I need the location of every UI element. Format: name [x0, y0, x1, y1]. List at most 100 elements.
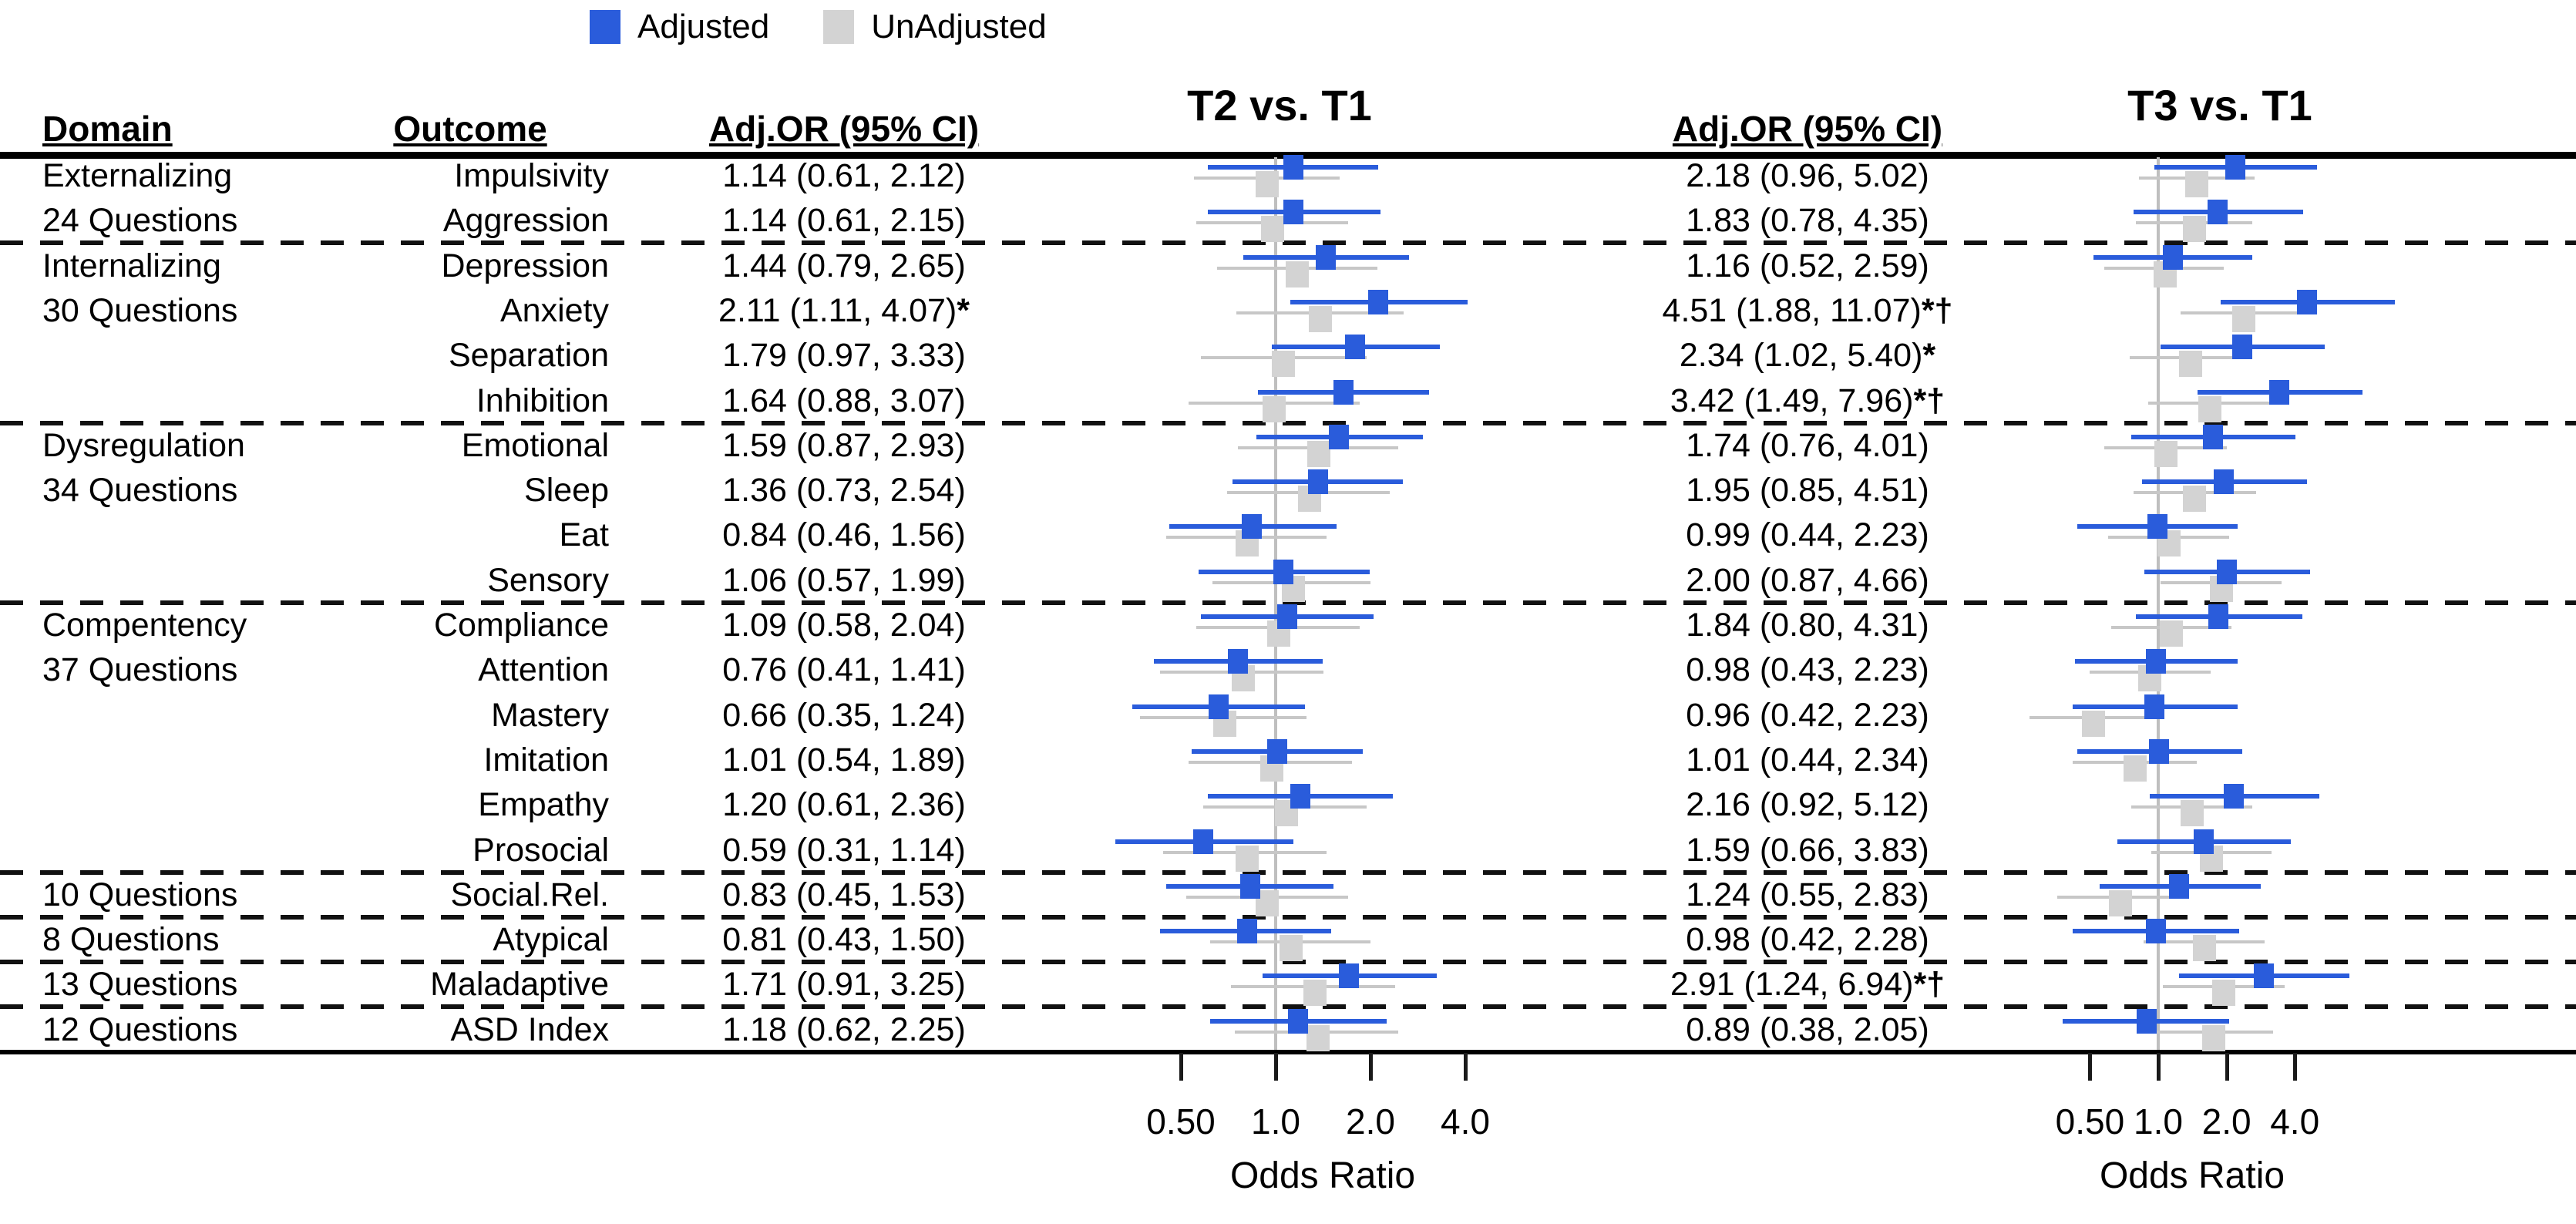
unadjusted-marker — [1309, 305, 1333, 332]
unadjusted-marker — [1306, 1024, 1330, 1051]
unadjusted-marker — [2123, 755, 2147, 782]
axis-tick — [1464, 1053, 1468, 1081]
row-outcome-label: Imitation — [483, 741, 609, 778]
axis-title: Odds Ratio — [1229, 1155, 1416, 1196]
axis-tick-label: 4.0 — [2270, 1101, 2320, 1142]
panel-t2-title: T2 vs. T1 — [1187, 81, 1372, 129]
axis-title: Odds Ratio — [2099, 1155, 2285, 1196]
unadjusted-marker — [1280, 935, 1303, 962]
adjusted-marker — [2149, 738, 2170, 764]
adjusted-marker — [2194, 829, 2214, 854]
reference-line-or-1 — [1274, 157, 1277, 1050]
row-or-ci-value: 1.74 (0.76, 4.01) — [1686, 426, 1929, 464]
row-or-ci-value: 1.14 (0.61, 2.12) — [722, 157, 966, 194]
unadjusted-marker — [2185, 171, 2209, 197]
unadjusted-marker — [1235, 845, 1259, 872]
row-outcome-label: Inhibition — [476, 382, 609, 419]
group-separator — [0, 600, 2576, 605]
adjusted-marker — [1283, 155, 1304, 180]
row-or-ci-value: 1.06 (0.57, 1.99) — [722, 561, 966, 599]
row-outcome-label: Atypical — [493, 921, 609, 959]
row-or-ci-value: 1.59 (0.66, 3.83) — [1686, 831, 1929, 869]
unadjusted-legend-label: UnAdjusted — [871, 8, 1047, 45]
unadjusted-marker — [2232, 305, 2256, 332]
adjusted-marker — [1290, 784, 1311, 809]
unadjusted-marker — [2183, 486, 2207, 513]
adjusted-marker — [2202, 424, 2223, 449]
adjusted-marker — [1329, 424, 1350, 449]
row-or-ci-value: 2.34 (1.02, 5.40)* — [1679, 337, 1936, 375]
row-outcome-label: Maladaptive — [430, 966, 609, 1004]
row-or-ci-value: 1.95 (0.85, 4.51) — [1686, 472, 1929, 509]
row-or-ci-value: 1.59 (0.87, 2.93) — [722, 426, 966, 464]
adjusted-marker — [1367, 289, 1388, 314]
row-outcome-label: Separation — [449, 337, 609, 375]
unadjusted-marker — [1285, 261, 1309, 288]
significance-mark: * — [957, 291, 970, 329]
row-or-ci-value: 0.96 (0.42, 2.23) — [1686, 696, 1929, 734]
row-or-ci-value: 2.18 (0.96, 5.02) — [1686, 157, 1929, 194]
row-or-ci-value: 0.98 (0.42, 2.28) — [1686, 921, 1929, 959]
adjusted-marker — [2214, 469, 2235, 495]
unadjusted-marker — [2154, 440, 2177, 467]
row-or-ci-value: 1.71 (0.91, 3.25) — [722, 966, 966, 1004]
row-outcome-label: Attention — [478, 651, 609, 689]
adjusted-marker — [2146, 649, 2167, 674]
axis-tick-label: 1.0 — [1251, 1101, 1300, 1142]
row-outcome-label: Anxiety — [499, 291, 609, 329]
adjusted-marker — [2144, 694, 2164, 719]
row-or-ci-value: 0.89 (0.38, 2.05) — [1686, 1010, 1929, 1048]
adjusted-marker — [2231, 335, 2252, 360]
row-or-ci-value: 0.98 (0.43, 2.23) — [1686, 651, 1929, 689]
adjusted-marker — [1209, 694, 1229, 719]
unadjusted-marker — [1256, 171, 1280, 197]
unadjusted-marker — [1263, 395, 1286, 422]
row-or-ci-value: 0.59 (0.31, 1.14) — [722, 831, 966, 869]
row-or-ci-value: 2.91 (1.24, 6.94)*† — [1670, 966, 1945, 1004]
axis-tick-label: 2.0 — [1346, 1101, 1395, 1142]
adjusted-marker — [1236, 919, 1257, 944]
significance-mark: *† — [1913, 382, 1945, 419]
axis-tick — [2293, 1053, 2298, 1081]
adjusted-marker — [2269, 379, 2290, 405]
axis-tick — [2225, 1053, 2229, 1081]
group-separator — [0, 960, 2576, 965]
unadjusted-marker — [2108, 889, 2132, 916]
adjusted-marker — [1277, 604, 1298, 629]
adjusted-marker — [2162, 244, 2183, 270]
row-or-ci-value: 1.24 (0.55, 2.83) — [1686, 876, 1929, 913]
axis-tick — [1179, 1053, 1183, 1081]
row-domain-label: Externalizing — [42, 157, 233, 194]
adjusted-marker — [1228, 649, 1249, 674]
adjusted-marker — [2296, 289, 2317, 314]
unadjusted-marker — [2201, 1024, 2225, 1051]
row-or-ci-value: 2.00 (0.87, 4.66) — [1686, 561, 1929, 599]
group-separator — [0, 420, 2576, 425]
domain-column-header: Domain — [42, 109, 173, 149]
unadjusted-marker — [2212, 980, 2236, 1007]
adjusted-marker — [2169, 873, 2190, 899]
unadjusted-marker — [1261, 216, 1285, 243]
adjusted-marker — [1239, 873, 1260, 899]
row-or-ci-value: 2.11 (1.11, 4.07)* — [718, 291, 970, 329]
row-domain-label: 8 Questions — [42, 921, 220, 959]
row-outcome-label: ASD Index — [450, 1010, 609, 1048]
row-or-ci-value: 1.83 (0.78, 4.35) — [1686, 202, 1929, 240]
row-domain-label: 37 Questions — [42, 651, 238, 689]
row-outcome-label: Sensory — [487, 561, 609, 599]
unadjusted-marker — [2159, 620, 2183, 647]
axis-tick — [2088, 1053, 2093, 1081]
row-or-ci-value: 1.44 (0.79, 2.65) — [722, 247, 966, 284]
row-outcome-label: Depression — [441, 247, 610, 284]
row-or-ci-value: 1.79 (0.97, 3.33) — [722, 337, 966, 375]
row-or-ci-value: 1.36 (0.73, 2.54) — [722, 472, 966, 509]
adj-or-t3-column-header: Adj.OR (95% CI) — [1672, 109, 1943, 149]
adjusted-marker — [1288, 1008, 1309, 1034]
row-or-ci-value: 1.01 (0.44, 2.34) — [1686, 741, 1929, 778]
axis-tick-label: 1.0 — [2134, 1101, 2183, 1142]
adj-or-t2-column-header: Adj.OR (95% CI) — [708, 109, 980, 149]
row-or-ci-value: 0.83 (0.45, 1.53) — [722, 876, 966, 913]
unadjusted-legend-swatch — [823, 10, 855, 44]
group-separator — [0, 869, 2576, 875]
